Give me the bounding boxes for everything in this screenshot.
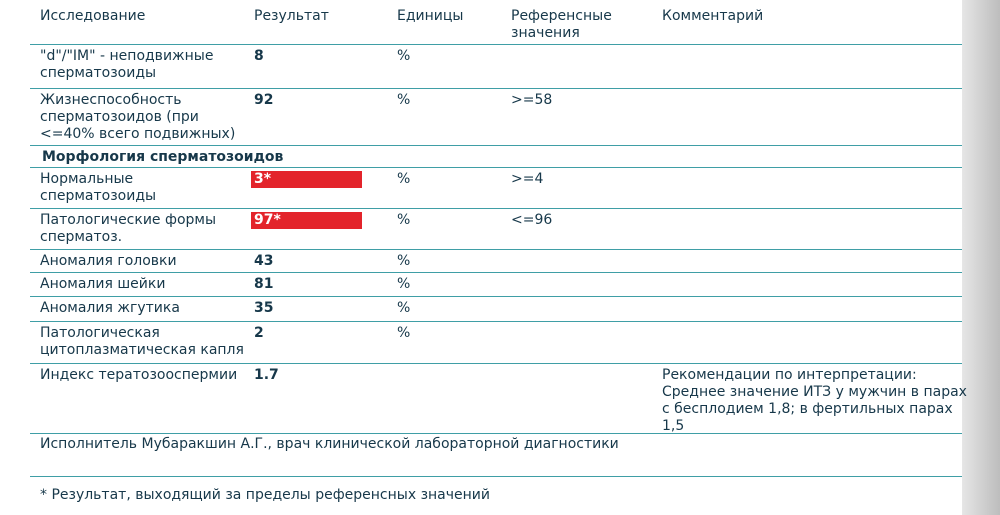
result-row: Нормальные сперматозоиды 3*% >=4 — [30, 168, 962, 209]
units: % — [397, 276, 411, 292]
result: 92 — [254, 92, 274, 108]
header-cell: Комментарий — [662, 8, 764, 24]
result: 1.7 — [254, 367, 279, 383]
page-edge — [962, 0, 1000, 515]
result-row: "d"/"IM" - неподвижные сперматозоиды 8% — [30, 45, 962, 89]
test-name: Аномалия шейки — [40, 276, 166, 292]
header-cell: Результат — [254, 8, 329, 24]
test-name: Индекс тератозооспермии — [40, 367, 238, 383]
test-name: Аномалия жгутика — [40, 300, 180, 316]
result: 8 — [254, 48, 264, 64]
result-row: Аномалия шейки 81% — [30, 273, 962, 297]
result: 2 — [254, 325, 264, 341]
executor-row: Исполнитель Мубаракшин А.Г., врач клинич… — [30, 433, 962, 477]
test-name: "d"/"IM" - неподвижные сперматозоиды — [40, 48, 214, 81]
result-row: Патологическая цитоплазматическая капля 2… — [30, 322, 962, 364]
header-row: Исследование Результат Единицы Референсн… — [30, 8, 962, 45]
header-cell: Референсные значения — [511, 8, 612, 41]
result-row: Аномалия жгутика 35% — [30, 297, 962, 322]
footnote: * Результат, выходящий за пределы рефере… — [40, 487, 490, 503]
reference: >=4 — [511, 171, 544, 187]
result: 43 — [254, 253, 274, 269]
section-title: Морфология сперматозоидов — [42, 149, 284, 165]
test-name: Патологические формы сперматоз. — [40, 212, 217, 245]
result: 35 — [254, 300, 274, 316]
test-name: Нормальные сперматозоиды — [40, 171, 157, 204]
comment: Рекомендации по интерпретации: Среднее з… — [662, 367, 967, 434]
flagged-result: 3* — [251, 171, 362, 188]
header-cell: Исследование — [40, 8, 146, 24]
units: % — [397, 171, 411, 187]
test-name: Патологическая цитоплазматическая капля — [40, 325, 244, 358]
units: % — [397, 253, 411, 269]
result-row: Индекс тератозооспермии 1.7 Рекомендации п… — [30, 364, 967, 434]
flagged-result: 97* — [251, 212, 362, 229]
result-row: Жизнеспособность сперматозоидов (при <=4… — [30, 89, 962, 146]
units: % — [397, 48, 411, 64]
result: 81 — [254, 276, 274, 292]
units: % — [397, 300, 411, 316]
header-cell: Единицы — [397, 8, 464, 24]
units: % — [397, 92, 411, 108]
result-row: Патологические формы сперматоз. 97*% <=96 — [30, 209, 962, 250]
test-name: Жизнеспособность сперматозоидов (при <=4… — [40, 92, 236, 142]
result-row: Аномалия головки 43% — [30, 250, 962, 273]
units: % — [397, 325, 411, 341]
reference: <=96 — [511, 212, 553, 228]
executor: Исполнитель Мубаракшин А.Г., врач клинич… — [40, 436, 619, 452]
units: % — [397, 212, 411, 228]
test-name: Аномалия головки — [40, 253, 177, 269]
reference: >=58 — [511, 92, 553, 108]
section-row: Морфология сперматозоидов — [30, 146, 962, 168]
